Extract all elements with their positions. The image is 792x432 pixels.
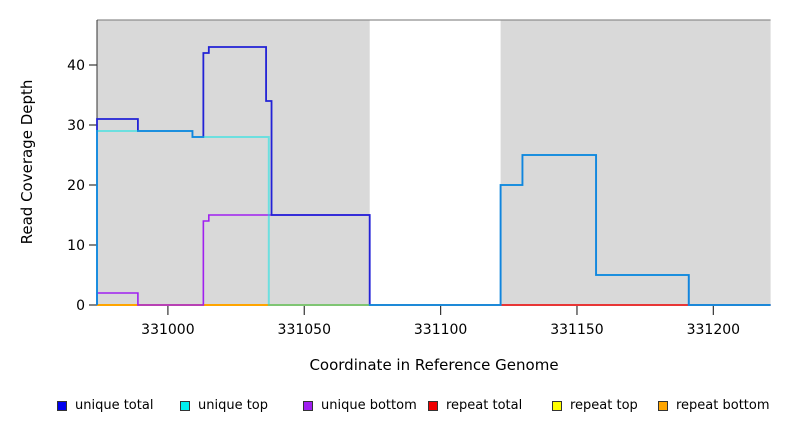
- x-tick-label: 331200: [687, 322, 740, 338]
- y-tick-label: 0: [76, 298, 85, 314]
- x-tick-label: 331150: [550, 322, 603, 338]
- x-tick-label: 331050: [278, 322, 331, 338]
- x-tick-label: 331000: [141, 322, 194, 338]
- y-axis-label: Read Coverage Depth: [18, 79, 36, 245]
- y-tick-label: 20: [67, 178, 85, 194]
- series-line-unique-top: [96, 130, 771, 306]
- y-tick-label: 10: [67, 238, 85, 254]
- masked-region-2: [500, 20, 771, 306]
- x-tick-label: 331100: [414, 322, 467, 338]
- y-tick-label: 40: [67, 58, 85, 74]
- x-axis-label: Coordinate in Reference Genome: [309, 356, 559, 374]
- y-tick-label: 30: [67, 118, 85, 134]
- masked-region-1: [97, 20, 370, 306]
